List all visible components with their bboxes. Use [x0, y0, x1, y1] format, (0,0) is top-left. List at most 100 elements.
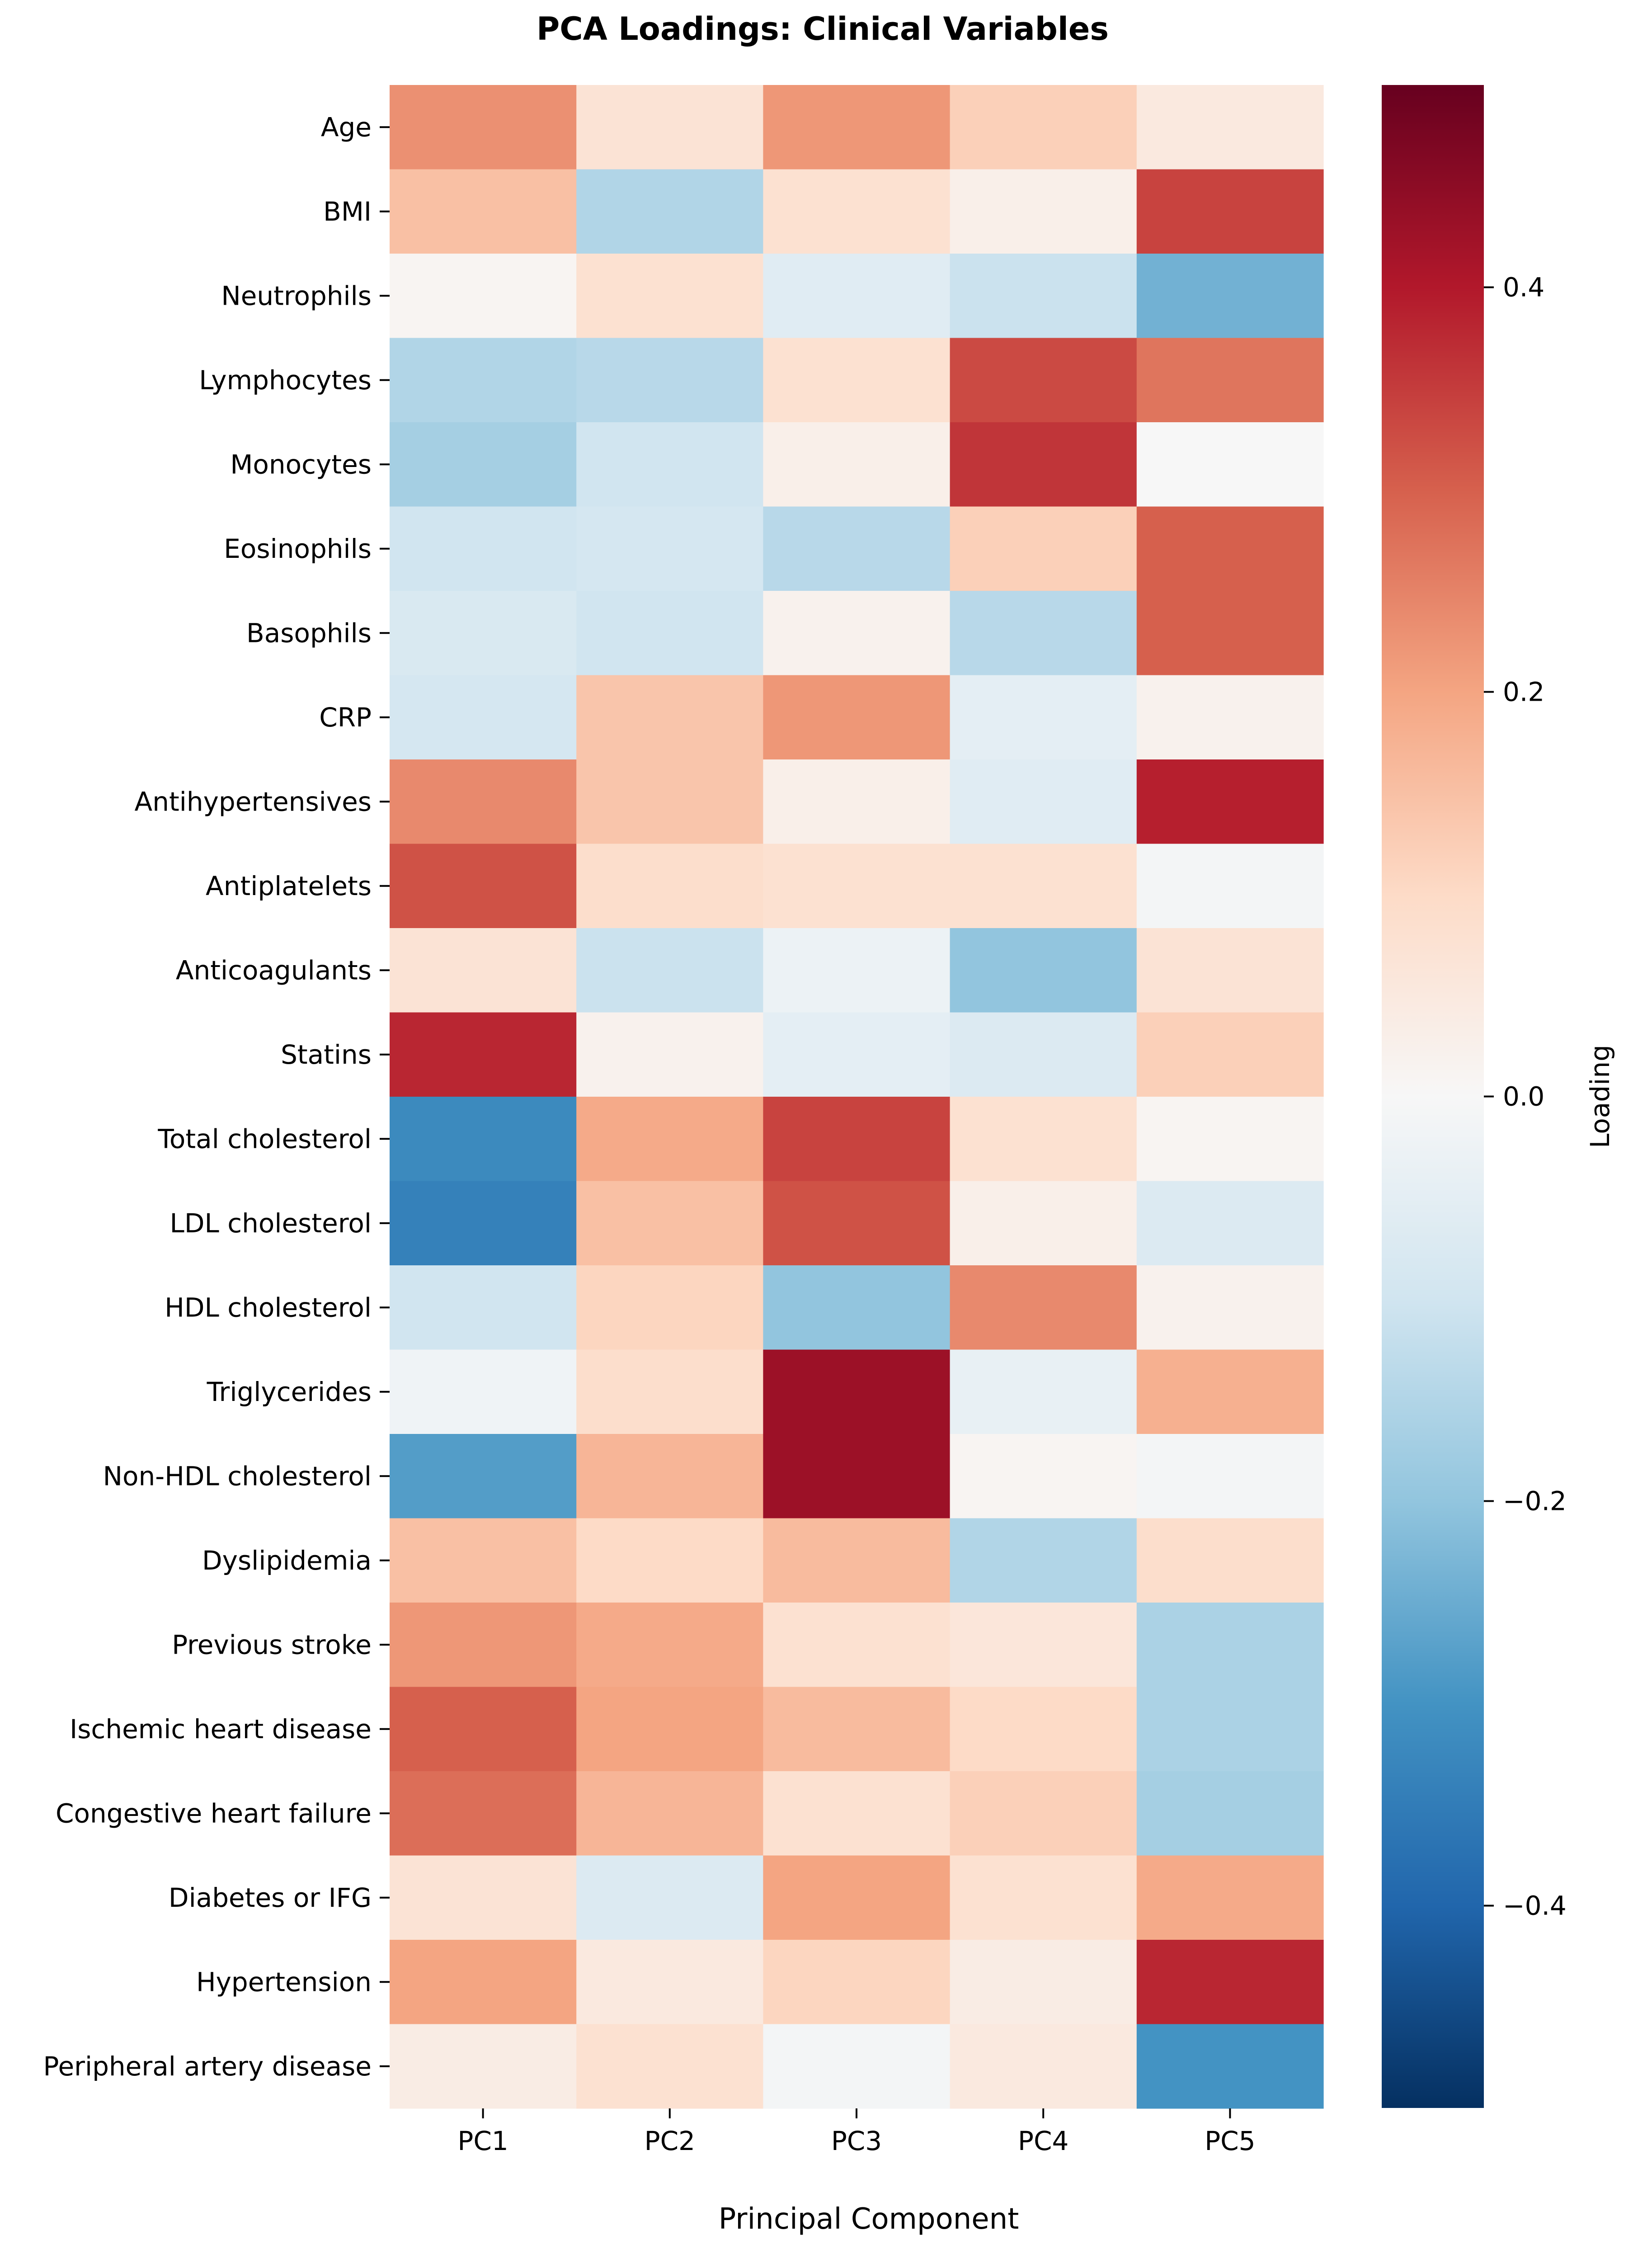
row-label-anticoagulants: Anticoagulants: [176, 955, 372, 985]
cell-ldl-cholesterol-pc5: [1136, 1181, 1324, 1266]
x-axis-label: Principal Component: [719, 2202, 1019, 2236]
cell-crp-pc4: [950, 675, 1137, 760]
cell-basophils-pc2: [576, 591, 763, 676]
cell-congestive-heart-failure-pc5: [1136, 1771, 1324, 1856]
cell-statins-pc4: [950, 1012, 1137, 1097]
cell-peripheral-artery-disease-pc1: [390, 2024, 577, 2109]
cell-diabetes-or-ifg-pc1: [390, 1855, 577, 1940]
column-label-pc3: PC3: [831, 2126, 882, 2156]
cell-eosinophils-pc5: [1136, 506, 1324, 591]
cell-age-pc3: [763, 85, 951, 170]
cell-anticoagulants-pc3: [763, 928, 951, 1013]
cell-triglycerides-pc2: [576, 1349, 763, 1434]
cell-hdl-cholesterol-pc2: [576, 1265, 763, 1350]
column-label-pc1: PC1: [457, 2126, 508, 2156]
cell-previous-stroke-pc1: [390, 1603, 577, 1688]
cell-peripheral-artery-disease-pc3: [763, 2024, 951, 2109]
chart-title: PCA Loadings: Clinical Variables: [537, 10, 1109, 47]
cell-hypertension-pc4: [950, 1940, 1137, 2025]
cell-congestive-heart-failure-pc1: [390, 1771, 577, 1856]
cell-non-hdl-cholesterol-pc5: [1136, 1434, 1324, 1519]
cell-previous-stroke-pc2: [576, 1603, 763, 1688]
row-label-monocytes: Monocytes: [230, 449, 372, 480]
cell-triglycerides-pc5: [1136, 1349, 1324, 1434]
cell-ischemic-heart-disease-pc5: [1136, 1687, 1324, 1772]
cell-total-cholesterol-pc1: [390, 1097, 577, 1182]
cell-antiplatelets-pc1: [390, 844, 577, 929]
cell-total-cholesterol-pc2: [576, 1097, 763, 1182]
cell-neutrophils-pc1: [390, 254, 577, 339]
colorbar-tick-label: 0.2: [1503, 677, 1544, 707]
cell-monocytes-pc3: [763, 422, 951, 507]
cell-hdl-cholesterol-pc5: [1136, 1265, 1324, 1350]
cell-monocytes-pc5: [1136, 422, 1324, 507]
colorbar-tick-label: −0.4: [1503, 1891, 1567, 1921]
row-label-statins: Statins: [281, 1039, 372, 1070]
cell-ischemic-heart-disease-pc1: [390, 1687, 577, 1772]
cell-bmi-pc4: [950, 169, 1137, 254]
cell-anticoagulants-pc5: [1136, 928, 1324, 1013]
cell-anticoagulants-pc2: [576, 928, 763, 1013]
cell-neutrophils-pc4: [950, 254, 1137, 339]
cell-ischemic-heart-disease-pc2: [576, 1687, 763, 1772]
cell-total-cholesterol-pc4: [950, 1097, 1137, 1182]
cell-dyslipidemia-pc3: [763, 1518, 951, 1603]
cell-anticoagulants-pc4: [950, 928, 1137, 1013]
cell-neutrophils-pc2: [576, 254, 763, 339]
row-label-ischemic-heart-disease: Ischemic heart disease: [70, 1714, 372, 1745]
cell-monocytes-pc1: [390, 422, 577, 507]
colorbar: 0.4 0.2 0.0 −0.2 −0.4 Loading: [1382, 85, 1615, 2108]
row-label-peripheral-artery-disease: Peripheral artery disease: [43, 2051, 372, 2082]
cell-antihypertensives-pc3: [763, 759, 951, 844]
cell-statins-pc2: [576, 1012, 763, 1097]
cell-total-cholesterol-pc3: [763, 1097, 951, 1182]
cell-neutrophils-pc5: [1136, 254, 1324, 339]
cell-non-hdl-cholesterol-pc1: [390, 1434, 577, 1519]
cell-dyslipidemia-pc2: [576, 1518, 763, 1603]
cell-non-hdl-cholesterol-pc4: [950, 1434, 1137, 1519]
cell-triglycerides-pc3: [763, 1349, 951, 1434]
cell-antihypertensives-pc2: [576, 759, 763, 844]
cell-triglycerides-pc1: [390, 1349, 577, 1434]
cell-bmi-pc1: [390, 169, 577, 254]
cell-basophils-pc5: [1136, 591, 1324, 676]
cell-ischemic-heart-disease-pc4: [950, 1687, 1137, 1772]
cell-antiplatelets-pc2: [576, 844, 763, 929]
cell-eosinophils-pc1: [390, 506, 577, 591]
cell-antihypertensives-pc5: [1136, 759, 1324, 844]
row-label-eosinophils: Eosinophils: [224, 533, 372, 564]
colorbar-ticks: 0.4 0.2 0.0 −0.2 −0.4: [1484, 272, 1567, 1921]
cell-monocytes-pc4: [950, 422, 1137, 507]
cell-crp-pc1: [390, 675, 577, 760]
cell-neutrophils-pc3: [763, 254, 951, 339]
row-label-lymphocytes: Lymphocytes: [199, 365, 372, 396]
cell-diabetes-or-ifg-pc5: [1136, 1855, 1324, 1940]
colorbar-label: Loading: [1585, 1045, 1615, 1148]
cell-peripheral-artery-disease-pc5: [1136, 2024, 1324, 2109]
cell-diabetes-or-ifg-pc2: [576, 1855, 763, 1940]
row-label-age: Age: [321, 112, 372, 142]
cell-dyslipidemia-pc5: [1136, 1518, 1324, 1603]
cell-hypertension-pc5: [1136, 1940, 1324, 2025]
row-label-dyslipidemia: Dyslipidemia: [202, 1545, 372, 1576]
cell-eosinophils-pc2: [576, 506, 763, 591]
cell-congestive-heart-failure-pc2: [576, 1771, 763, 1856]
row-label-antiplatelets: Antiplatelets: [206, 871, 372, 901]
colorbar-tick-label: 0.4: [1503, 272, 1544, 303]
colorbar-tick-label: 0.0: [1503, 1081, 1544, 1112]
cell-age-pc1: [390, 85, 577, 170]
cell-bmi-pc3: [763, 169, 951, 254]
cell-hdl-cholesterol-pc3: [763, 1265, 951, 1350]
cell-peripheral-artery-disease-pc2: [576, 2024, 763, 2109]
colorbar-gradient: [1382, 85, 1484, 2108]
row-label-ldl-cholesterol: LDL cholesterol: [170, 1208, 372, 1239]
column-label-pc5: PC5: [1205, 2126, 1255, 2156]
cell-eosinophils-pc3: [763, 506, 951, 591]
row-labels: Age BMI Neutrophils Lymphocytes Monocytes Eos…: [43, 112, 390, 2082]
cell-lymphocytes-pc2: [576, 338, 763, 423]
cell-antihypertensives-pc4: [950, 759, 1137, 844]
cell-previous-stroke-pc4: [950, 1603, 1137, 1688]
row-label-neutrophils: Neutrophils: [221, 280, 372, 311]
cell-diabetes-or-ifg-pc4: [950, 1855, 1137, 1940]
